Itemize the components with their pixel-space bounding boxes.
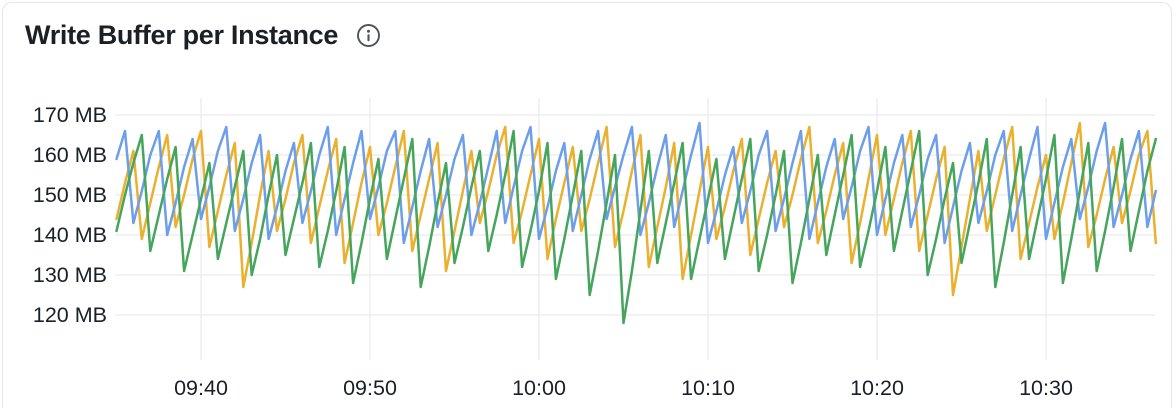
y-tick-label: 120 MB xyxy=(33,303,107,327)
page-title: Write Buffer per Instance xyxy=(25,20,339,50)
chart: 170 MB 160 MB 150 MB 140 MB 130 MB 120 MB 09:4… xyxy=(3,3,1173,409)
series-line-series-1 xyxy=(115,121,1158,297)
y-tick-label: 150 MB xyxy=(33,183,107,207)
chart-plot[interactable]: 170 MB 160 MB 150 MB 140 MB 130 MB 120 MB 09:4… xyxy=(3,3,1173,409)
series-line-series-2 xyxy=(115,121,1158,245)
card-header: Write Buffer per Instance xyxy=(25,19,381,51)
x-tick-label: 09:40 xyxy=(174,376,228,400)
metric-card: 170 MB 160 MB 150 MB 140 MB 130 MB 120 MB 09:4… xyxy=(2,2,1172,408)
y-tick-label: 140 MB xyxy=(33,223,107,247)
x-tick-label: 10:00 xyxy=(512,376,566,400)
y-tick-label: 170 MB xyxy=(33,103,107,127)
x-tick-label: 10:10 xyxy=(681,376,735,400)
y-tick-label: 160 MB xyxy=(33,143,107,167)
x-tick-label: 10:20 xyxy=(850,376,904,400)
y-tick-label: 130 MB xyxy=(33,263,107,287)
info-icon[interactable] xyxy=(356,23,381,48)
x-tick-label: 09:50 xyxy=(343,376,397,400)
series-line-series-3 xyxy=(115,129,1158,325)
x-tick-label: 10:30 xyxy=(1019,376,1073,400)
